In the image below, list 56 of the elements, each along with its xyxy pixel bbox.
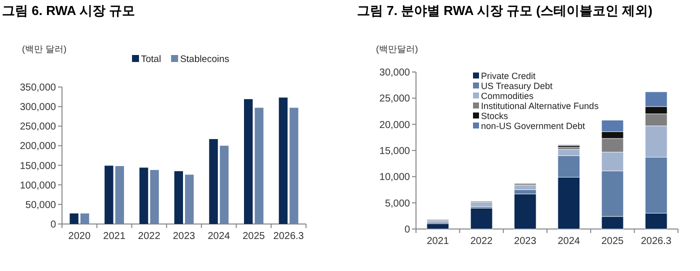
x-tick-label: 2020 bbox=[68, 231, 91, 242]
y-axis-title: (백만 달러) bbox=[22, 44, 66, 54]
bar bbox=[139, 168, 148, 224]
y-axis-title: (백만달러) bbox=[376, 44, 418, 54]
y-tick-label: 30,000 bbox=[379, 68, 410, 78]
x-tick-label: 2022 bbox=[470, 236, 494, 247]
bar bbox=[209, 139, 218, 224]
y-tick-label: 350,000 bbox=[20, 82, 56, 94]
legend-label: Total bbox=[141, 54, 162, 65]
bar bbox=[115, 166, 124, 224]
legend-label: Stablecoins bbox=[180, 54, 230, 65]
y-tick-label: 20,000 bbox=[379, 120, 410, 131]
bar bbox=[174, 171, 183, 224]
bar bbox=[254, 108, 264, 224]
x-tick-label: 2025 bbox=[601, 236, 624, 247]
bar bbox=[426, 224, 449, 230]
legend-label: Private Credit bbox=[481, 71, 536, 81]
y-tick-label: 200,000 bbox=[20, 141, 56, 152]
bar bbox=[244, 99, 253, 224]
legend-label: Institutional Alternative Funds bbox=[481, 101, 600, 111]
legend-label: Commodities bbox=[481, 91, 534, 101]
chart-title: 그림 7. 분야별 RWA 시장 규모 (스테이블코인 제외) bbox=[357, 3, 652, 18]
bar bbox=[290, 108, 298, 224]
bar bbox=[220, 146, 229, 224]
bar bbox=[185, 174, 194, 224]
x-tick-label: 2021 bbox=[426, 236, 450, 247]
y-tick-label: 250,000 bbox=[20, 122, 56, 133]
legend-label: Stocks bbox=[481, 111, 509, 121]
y-tick-label: 0 bbox=[404, 224, 410, 236]
bar bbox=[104, 166, 114, 224]
y-tick-label: 25,000 bbox=[379, 94, 410, 105]
x-tick-label: 2026.3 bbox=[273, 231, 304, 242]
y-tick-label: 150,000 bbox=[20, 160, 56, 172]
x-tick-label: 2026.3 bbox=[640, 236, 672, 247]
y-tick-label: 0 bbox=[50, 220, 56, 230]
bar bbox=[80, 213, 90, 224]
y-tick-label: 50,000 bbox=[25, 200, 56, 211]
legend-label: non-US Government Debt bbox=[481, 121, 586, 131]
bar bbox=[514, 194, 536, 230]
x-tick-label: 2025 bbox=[242, 231, 266, 242]
y-tick-label: 100,000 bbox=[20, 180, 56, 192]
y-tick-label: 10,000 bbox=[379, 172, 410, 184]
bar bbox=[150, 170, 159, 224]
bar bbox=[70, 213, 78, 224]
chart-title: 그림 6. RWA 시장 규모 bbox=[2, 3, 135, 18]
x-tick-label: 2023 bbox=[514, 236, 537, 247]
y-tick-label: 5,000 bbox=[384, 198, 410, 210]
bar bbox=[278, 98, 288, 224]
x-tick-label: 2022 bbox=[138, 231, 161, 242]
x-tick-label: 2021 bbox=[103, 231, 126, 242]
y-tick-label: 15,000 bbox=[379, 146, 410, 157]
legend-label: US Treasury Debt bbox=[481, 81, 554, 91]
x-tick-label: 2023 bbox=[172, 231, 196, 242]
x-tick-label: 2024 bbox=[208, 231, 230, 242]
x-tick-label: 2024 bbox=[558, 236, 580, 247]
y-tick-label: 300,000 bbox=[20, 102, 56, 114]
